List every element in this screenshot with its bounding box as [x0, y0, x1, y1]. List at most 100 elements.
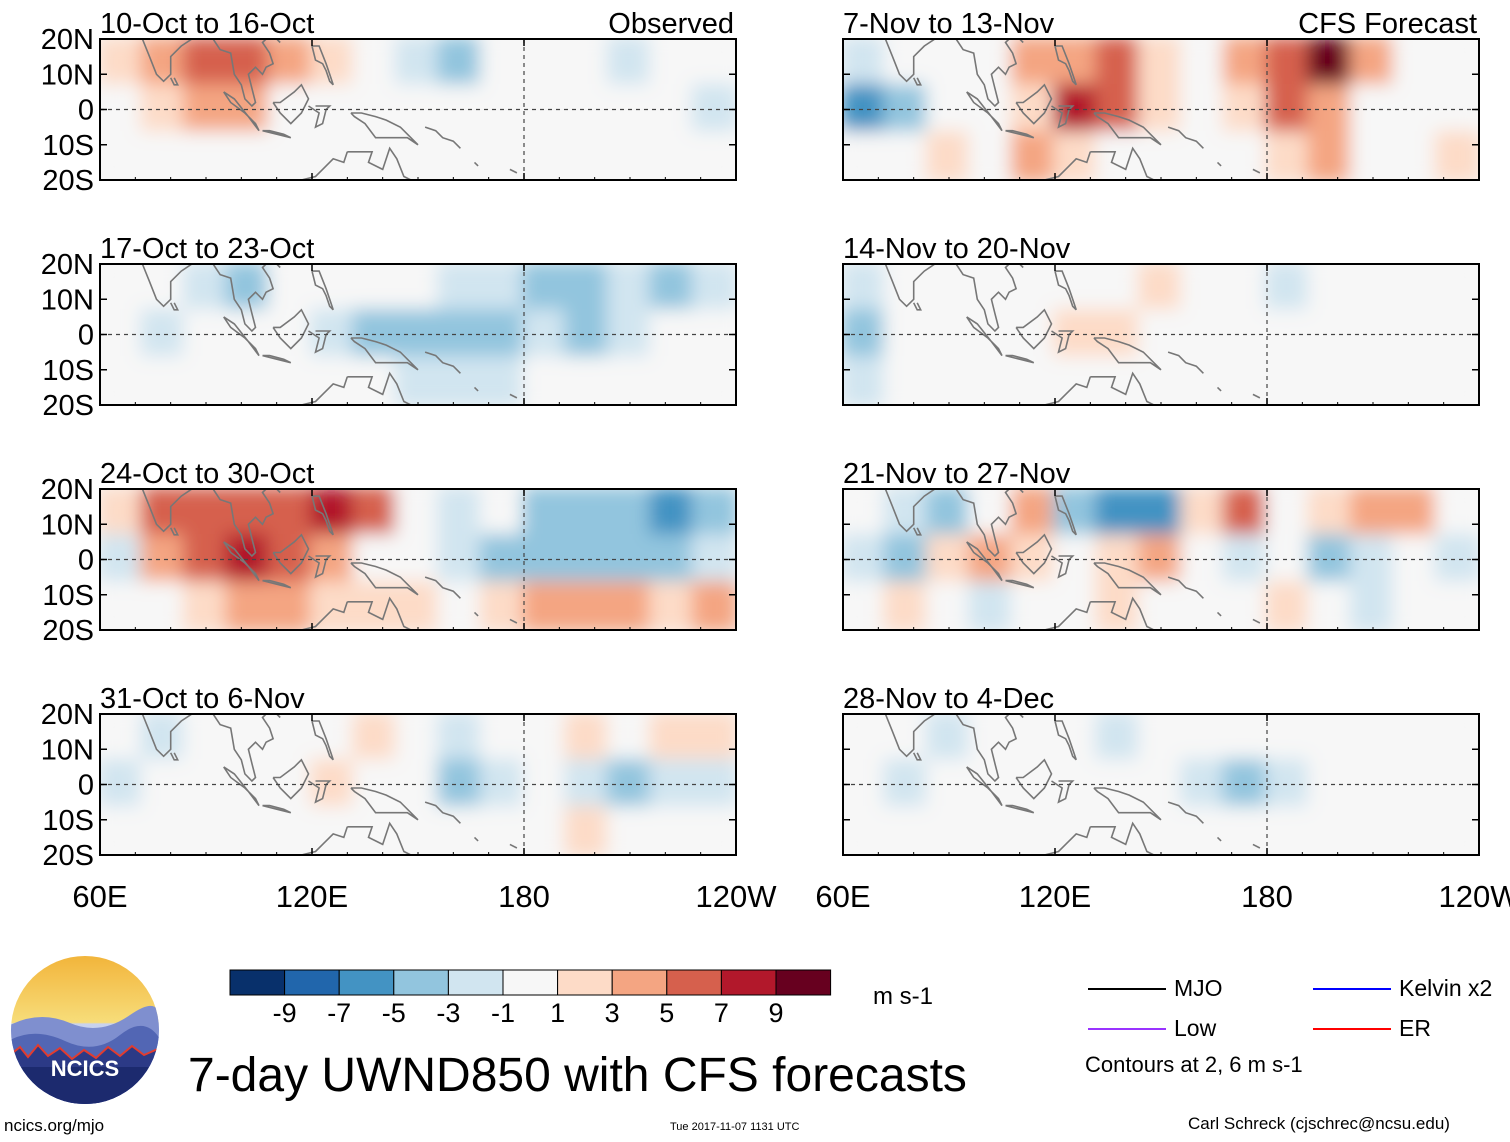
anomaly-cell — [1137, 131, 1185, 180]
anomaly-cell — [522, 264, 569, 313]
coastline — [884, 714, 936, 758]
coastline — [1093, 112, 1162, 146]
anomaly-cell — [1392, 581, 1439, 630]
anomaly-cell — [649, 714, 696, 763]
anomaly-cell — [394, 714, 442, 763]
anomaly-cell — [1180, 714, 1227, 763]
footer-timestamp: Tue 2017-11-07 1131 UTC — [670, 1121, 800, 1133]
coastline — [1054, 495, 1077, 536]
anomaly-cell — [968, 806, 1015, 855]
anomaly-cell — [968, 759, 1015, 810]
x-tick-label: 180 — [498, 879, 550, 914]
y-tick-label: 10S — [42, 580, 94, 612]
anomaly-cell — [1137, 264, 1185, 313]
coastline — [1090, 371, 1155, 405]
anomaly-cell — [883, 489, 930, 538]
coastline — [141, 489, 193, 533]
anomaly-cell — [1349, 489, 1397, 538]
anomaly-cell — [883, 131, 930, 180]
anomaly-cell — [100, 309, 145, 360]
anomaly-cell — [267, 489, 314, 538]
anomaly-cell — [1137, 356, 1185, 405]
coastline — [1005, 129, 1035, 139]
anomaly-cell — [140, 131, 187, 180]
panel-7: 28-Nov to 4-Dec — [842, 683, 1480, 856]
coastline — [350, 112, 419, 146]
anomaly-cell — [883, 759, 930, 810]
anomaly-cell — [1265, 714, 1312, 763]
anomaly-cell — [1434, 759, 1479, 810]
footer-url[interactable]: ncics.org/mjo — [4, 1116, 105, 1135]
coastline — [272, 533, 310, 575]
coastline — [1051, 105, 1075, 129]
anomaly-cell — [649, 759, 696, 810]
anomaly-cell — [1010, 131, 1057, 180]
coastline — [955, 714, 1018, 783]
coastline — [1033, 376, 1092, 405]
x-tick-label: 120W — [1439, 879, 1510, 914]
anomaly-cell — [925, 264, 973, 313]
anomaly-cell — [1265, 131, 1312, 180]
anomaly-cell — [691, 84, 736, 135]
coastline — [308, 555, 332, 579]
coastline — [955, 489, 1018, 558]
anomaly-cell — [182, 131, 230, 180]
anomaly-cell — [352, 581, 399, 630]
anomaly-cell — [1137, 759, 1185, 810]
anomaly-cell — [883, 264, 930, 313]
anomaly-cell — [352, 714, 399, 763]
anomaly-cell — [1349, 356, 1397, 405]
anomaly-cell — [267, 264, 314, 313]
anomaly-cell — [883, 806, 930, 855]
anomaly-cell — [606, 39, 654, 88]
coastline — [212, 714, 275, 783]
coastline — [1252, 168, 1261, 174]
anomaly-cell — [394, 806, 442, 855]
anomaly-cell — [479, 264, 526, 313]
anomaly-cell — [649, 489, 696, 538]
anomaly-cell — [479, 806, 526, 855]
coastline — [966, 91, 1003, 132]
coastline — [1054, 720, 1077, 761]
coastline — [311, 495, 334, 536]
anomaly-cell — [883, 581, 930, 630]
anomaly-cell — [182, 39, 230, 88]
anomaly-cell — [140, 581, 187, 630]
anomaly-cell — [925, 714, 973, 763]
anomaly-cell — [1349, 714, 1397, 763]
anomaly-cell — [1265, 806, 1312, 855]
coastline — [1051, 555, 1075, 579]
coastline — [290, 151, 349, 180]
anomaly-cell — [564, 39, 611, 88]
anomaly-cell — [1095, 806, 1142, 855]
coastline — [473, 161, 479, 167]
anomaly-cell — [140, 489, 187, 538]
coastline — [141, 714, 193, 758]
coastline — [1090, 596, 1155, 630]
coastline — [308, 105, 332, 129]
coastline — [473, 611, 479, 617]
coastline — [169, 527, 179, 536]
anomaly-cell — [1010, 534, 1057, 585]
anomaly-cell — [352, 356, 399, 405]
anomaly-cell — [1392, 534, 1439, 585]
anomaly-cell — [649, 39, 696, 88]
anomaly-cell — [267, 534, 314, 585]
anomaly-cell — [394, 39, 442, 88]
anomaly-cell — [649, 264, 696, 313]
y-tick-label: 10S — [42, 805, 94, 837]
anomaly-cell — [394, 581, 442, 630]
coastline — [347, 146, 412, 180]
anomaly-cell — [606, 489, 654, 538]
anomaly-cell — [1265, 84, 1312, 135]
anomaly-cell — [1137, 534, 1185, 585]
anomaly-cell — [1265, 356, 1312, 405]
anomaly-cell — [649, 356, 696, 405]
anomaly-cell — [182, 714, 230, 763]
anomaly-cell — [182, 356, 230, 405]
colorbar-label: 3 — [605, 998, 620, 1028]
anomaly-cell — [225, 581, 272, 630]
anomaly-cell — [225, 356, 272, 405]
